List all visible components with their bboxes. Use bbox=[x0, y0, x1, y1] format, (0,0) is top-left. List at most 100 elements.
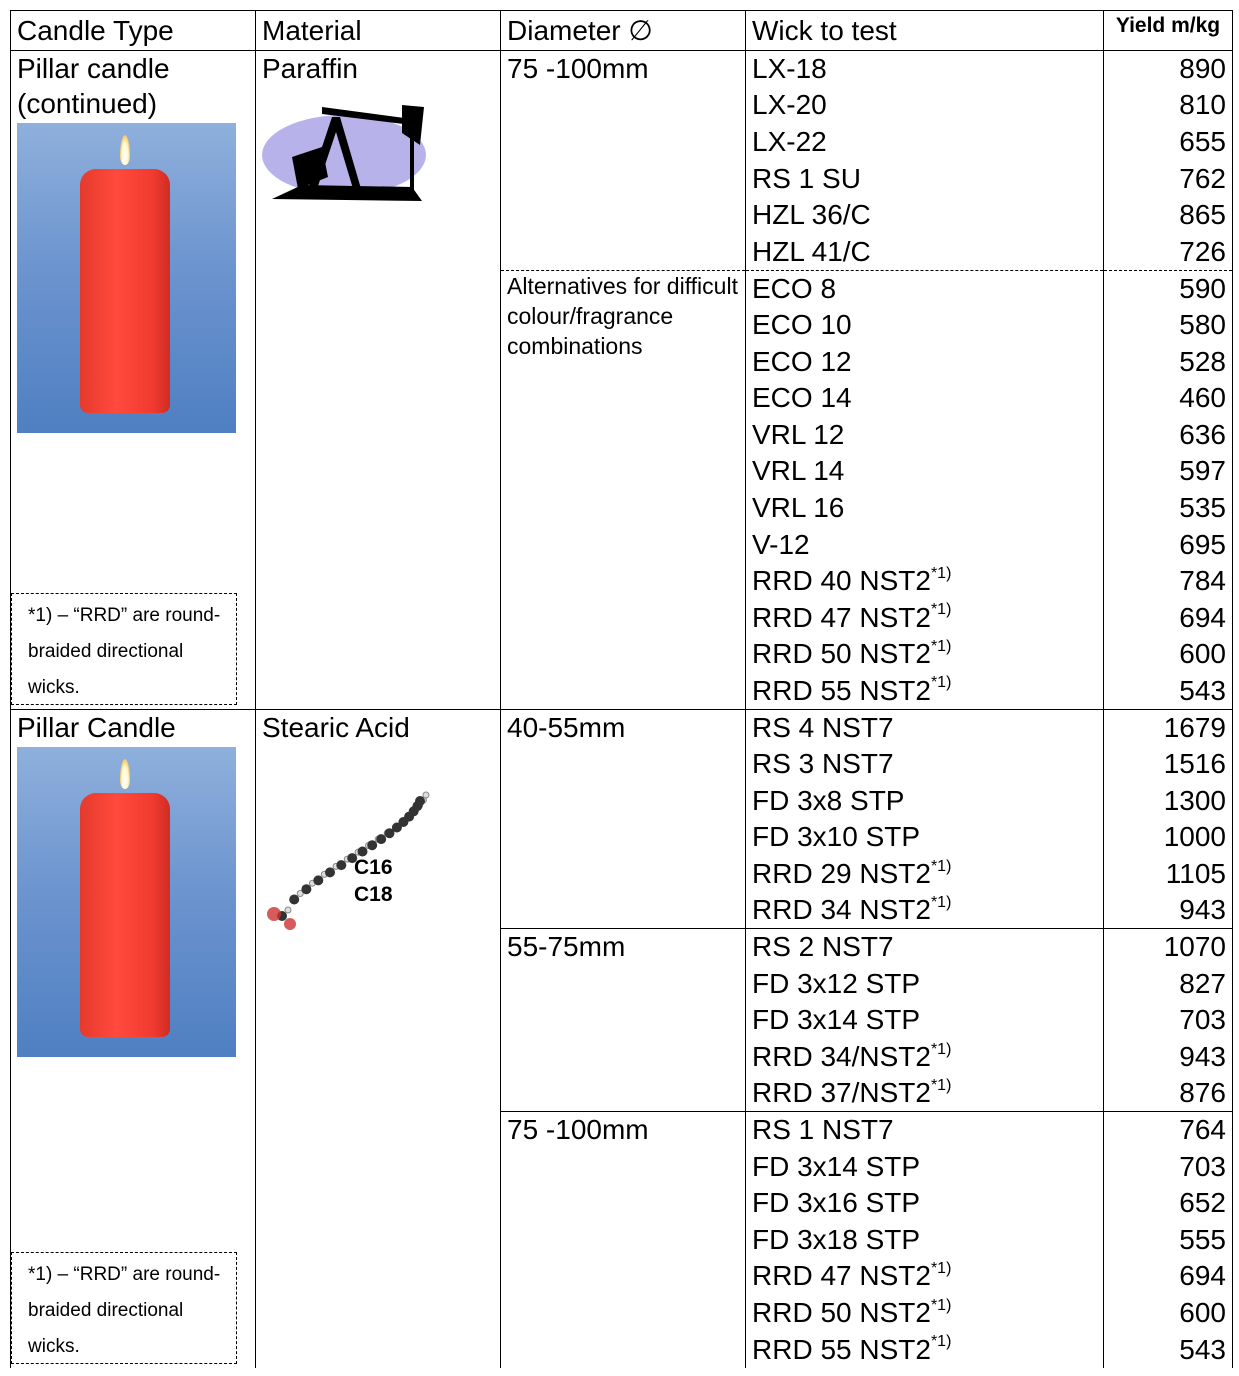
table-row: FD 3x14 STP 703 bbox=[11, 1148, 1233, 1185]
header-cell: Yield m/kg bbox=[1103, 10, 1233, 51]
wick-cell: ECO 14 bbox=[745, 379, 1104, 417]
wick-name: RS 4 NST7 bbox=[752, 711, 894, 743]
wick-name: RRD 55 NST2 bbox=[752, 674, 931, 706]
table-row: Alternatives for difficult colour/fragra… bbox=[11, 269, 1233, 710]
atom bbox=[336, 859, 347, 870]
icon-shape bbox=[410, 137, 414, 192]
wick-cell: FD 3x8 STP bbox=[745, 782, 1104, 819]
wick-name: HZL 36/C bbox=[752, 199, 871, 231]
yield: 1070 bbox=[1103, 928, 1233, 966]
yield: 528 bbox=[1103, 343, 1233, 380]
atom bbox=[325, 867, 335, 878]
candle-type-cell: Pillar candle (continued) *1) – “RRD” are… bbox=[10, 50, 256, 710]
material-cell: Stearic Acid C16 C18 bbox=[255, 708, 501, 1368]
yield: 1300 bbox=[1103, 782, 1233, 819]
wick-name: ECO 14 bbox=[752, 382, 852, 414]
table-row: RRD 55 NST2*1) 543 bbox=[11, 672, 1233, 710]
atom bbox=[367, 839, 378, 850]
candle-body bbox=[80, 792, 170, 1037]
wick-cell: RRD 34/NST2*1) bbox=[745, 1038, 1104, 1076]
wick-cell: RS 4 NST7 bbox=[745, 708, 1104, 746]
header-cell: Material bbox=[255, 10, 501, 51]
table-row: RRD 37/NST2*1) 876 bbox=[11, 1075, 1233, 1112]
atom bbox=[313, 875, 324, 886]
footnote-mark: *1) bbox=[930, 1260, 952, 1278]
wick-name: RRD 34 NST2 bbox=[752, 894, 931, 926]
table-row: ECO 12 528 bbox=[11, 343, 1233, 380]
wick-name: FD 3x14 STP bbox=[752, 1150, 921, 1182]
candle-photo bbox=[17, 746, 236, 1057]
diameter: 75 -100mm bbox=[500, 50, 746, 271]
yield: 784 bbox=[1103, 562, 1233, 600]
wick-name: ECO 8 bbox=[752, 272, 837, 304]
table-row: RS 1 SU 762 bbox=[11, 160, 1233, 197]
yield: 600 bbox=[1103, 636, 1233, 673]
yield: 1000 bbox=[1103, 818, 1233, 856]
wick-name: V-12 bbox=[752, 528, 810, 560]
wick-name: LX-20 bbox=[752, 89, 827, 121]
table-row: ECO 10 580 bbox=[11, 306, 1233, 344]
wick-cell: VRL 14 bbox=[745, 453, 1104, 490]
table-row: VRL 16 535 bbox=[11, 489, 1233, 527]
wick-table: Candle Type Material Diameter ∅ Wick to … bbox=[10, 10, 1233, 1368]
yield: 1516 bbox=[1103, 745, 1233, 783]
candle-flame bbox=[120, 758, 130, 789]
wick-name: FD 3x16 STP bbox=[752, 1187, 921, 1219]
wick-cell: RRD 47 NST2*1) bbox=[745, 599, 1104, 636]
header-row: Candle Type Material Diameter ∅ Wick to … bbox=[10, 10, 1233, 51]
yield: 543 bbox=[1103, 1331, 1233, 1368]
yield: 590 bbox=[1103, 269, 1233, 307]
wick-name: FD 3x18 STP bbox=[752, 1223, 921, 1255]
yield: 655 bbox=[1103, 123, 1233, 161]
wick-name: RS 3 NST7 bbox=[752, 748, 894, 780]
footnote-mark: *1) bbox=[930, 601, 952, 619]
diameter: 55-75mm bbox=[500, 928, 746, 1112]
wick-name: VRL 16 bbox=[752, 491, 845, 523]
atom bbox=[289, 894, 300, 905]
yield: 460 bbox=[1103, 379, 1233, 417]
yield: 600 bbox=[1103, 1294, 1233, 1332]
wick-name: VRL 14 bbox=[752, 455, 845, 487]
wick-cell: LX-22 bbox=[745, 123, 1104, 161]
formula-label: C16 bbox=[354, 855, 393, 879]
wick-cell: FD 3x14 STP bbox=[745, 1001, 1104, 1039]
wick-cell: RS 3 NST7 bbox=[745, 745, 1104, 783]
yield: 1679 bbox=[1103, 708, 1233, 746]
atom bbox=[376, 833, 387, 844]
material-cell: Paraffin bbox=[255, 50, 501, 710]
yield: 827 bbox=[1103, 965, 1233, 1002]
wick-name: RRD 34/NST2 bbox=[752, 1040, 931, 1072]
table-row: FD 3x8 STP 1300 bbox=[11, 782, 1233, 819]
formula-label: C18 bbox=[354, 882, 393, 906]
wick-name: RRD 47 NST2 bbox=[752, 601, 931, 633]
table-row: 55-75mm RS 2 NST7 1070 bbox=[11, 928, 1233, 1112]
wick-cell: RRD 50 NST2*1) bbox=[745, 1294, 1104, 1332]
table-row: VRL 14 597 bbox=[11, 453, 1233, 490]
wick-name: ECO 10 bbox=[752, 308, 852, 340]
table-row: RRD 29 NST2*1) 1105 bbox=[11, 855, 1233, 893]
table-row: Pillar candle (continued) *1) – “RRD” are… bbox=[10, 50, 1233, 710]
wick-cell: RS 1 SU bbox=[745, 160, 1104, 197]
table-row: RRD 34 NST2*1) 943 bbox=[11, 892, 1233, 929]
wick-name: RRD 50 NST2 bbox=[752, 638, 931, 670]
wick-cell: FD 3x12 STP bbox=[745, 965, 1104, 1002]
yield: 597 bbox=[1103, 453, 1233, 490]
diameter: 75 -100mm bbox=[500, 1111, 746, 1368]
wick-cell: RRD 34 NST2*1) bbox=[745, 892, 1104, 929]
table-row: Pillar Candle *1) – “RRD” are round-braid… bbox=[10, 708, 1233, 1368]
yield: 543 bbox=[1103, 672, 1233, 710]
wick-name: FD 3x8 STP bbox=[752, 784, 905, 816]
wick-name: RRD 55 NST2 bbox=[752, 1333, 931, 1365]
material: Paraffin bbox=[262, 53, 358, 84]
footnote-mark: *1) bbox=[930, 564, 952, 582]
wick-name: RS 2 NST7 bbox=[752, 931, 894, 963]
table-row: RS 3 NST7 1516 bbox=[11, 745, 1233, 783]
atom bbox=[296, 889, 304, 897]
wick-cell: RS 2 NST7 bbox=[745, 928, 1104, 966]
atom bbox=[347, 852, 358, 863]
wick-name: RRD 50 NST2 bbox=[752, 1296, 931, 1328]
wick-cell: RRD 55 NST2*1) bbox=[745, 1331, 1104, 1368]
header-cell: Candle Type bbox=[10, 10, 256, 51]
candle-type: Pillar candle (continued) bbox=[17, 53, 170, 119]
table-row: RRD 47 NST2*1) 694 bbox=[11, 1258, 1233, 1295]
